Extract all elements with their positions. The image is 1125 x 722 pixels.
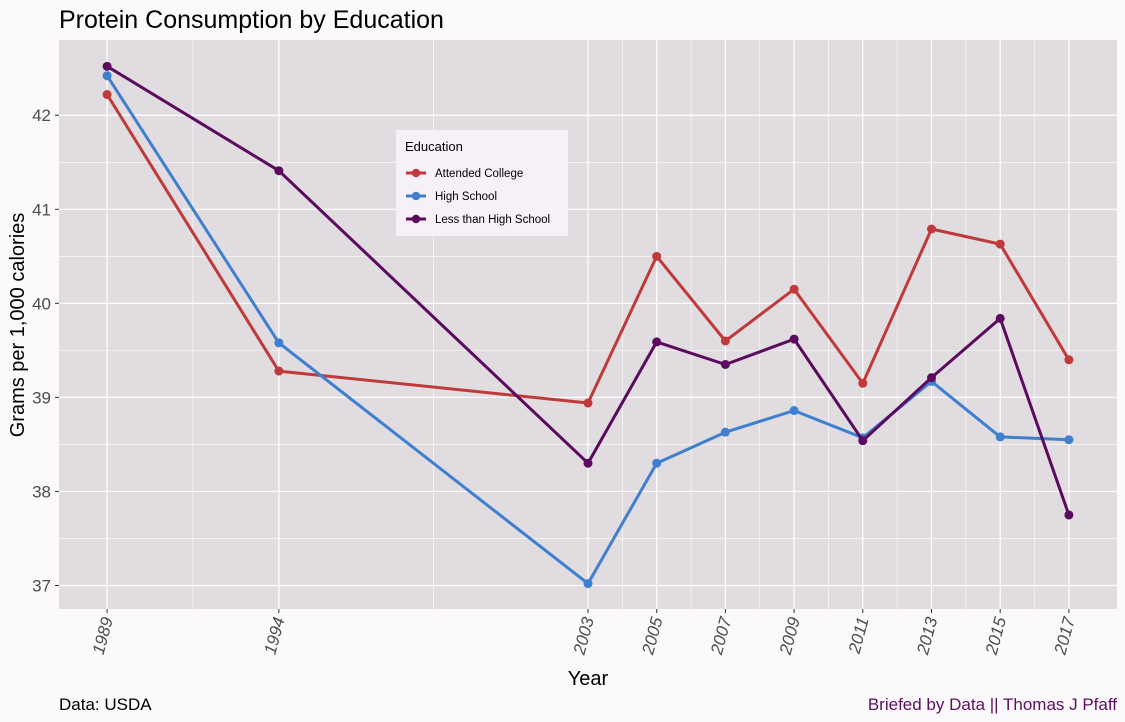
data-point-attended-college (858, 378, 868, 388)
data-point-less-than-high-school (274, 166, 284, 176)
data-point-less-than-high-school (1064, 510, 1074, 520)
x-tick-label: 1989 (89, 615, 117, 657)
y-tick-label: 42 (32, 106, 51, 125)
series-layer (102, 61, 1074, 589)
data-point-less-than-high-school (858, 436, 868, 446)
legend-key-point-attended-college (411, 168, 421, 178)
series-line-attended-college (105, 93, 1071, 405)
y-tick-label: 40 (32, 294, 51, 313)
data-point-less-than-high-school (720, 359, 730, 369)
x-tick-label: 2015 (982, 615, 1011, 658)
data-point-high-school (102, 71, 112, 81)
y-tick-label: 37 (32, 576, 51, 595)
data-point-less-than-high-school (583, 458, 593, 468)
data-point-attended-college (102, 90, 112, 100)
x-axis-title: Year (568, 668, 609, 690)
legend-label-attended-college: Attended College (435, 168, 523, 180)
y-tick-label: 38 (32, 482, 51, 501)
y-tick-label: 39 (32, 388, 51, 407)
data-point-attended-college (995, 239, 1005, 249)
data-point-less-than-high-school (927, 373, 937, 383)
y-axis-title: Grams per 1,000 calories (7, 213, 29, 438)
caption-source: Data: USDA (59, 695, 152, 714)
x-tick-label: 2005 (638, 615, 667, 658)
legend-key-point-high-school (411, 191, 421, 201)
data-point-high-school (1064, 435, 1074, 445)
data-point-high-school (583, 579, 593, 589)
data-point-attended-college (927, 224, 937, 234)
x-tick-label: 2009 (776, 615, 805, 658)
x-tick-label: 2017 (1050, 615, 1079, 658)
data-point-attended-college (720, 336, 730, 346)
data-point-high-school (789, 406, 799, 416)
data-point-attended-college (1064, 355, 1074, 365)
data-point-less-than-high-school (789, 334, 799, 344)
data-point-attended-college (652, 251, 662, 261)
chart-title: Protein Consumption by Education (59, 6, 444, 34)
data-point-less-than-high-school (652, 337, 662, 347)
y-tick-label: 41 (32, 200, 51, 219)
x-tick-label: 2007 (707, 615, 736, 658)
data-point-high-school (652, 458, 662, 468)
data-point-high-school (274, 338, 284, 348)
x-tick-label: 2013 (913, 615, 942, 658)
x-tick-label: 2003 (569, 615, 598, 658)
legend-title: Education (405, 139, 463, 154)
legend-label-high-school: High School (435, 191, 497, 203)
data-point-high-school (720, 427, 730, 437)
x-tick-label: 2011 (845, 615, 873, 656)
legend: Education Attended College High School Les… (396, 130, 568, 236)
data-point-less-than-high-school (995, 313, 1005, 323)
series-line-high-school (105, 74, 1069, 586)
data-point-attended-college (583, 398, 593, 408)
x-tick-label: 1994 (261, 615, 289, 656)
caption-credit: Briefed by Data || Thomas J Pfaff (868, 695, 1117, 714)
legend-key-point-less-than-high-school (411, 214, 421, 224)
data-point-attended-college (789, 284, 799, 294)
legend-label-less-than-high-school: Less than High School (435, 214, 550, 226)
data-point-high-school (995, 432, 1005, 442)
data-point-attended-college (274, 366, 284, 376)
data-point-less-than-high-school (102, 61, 112, 71)
series-line-less-than-high-school (106, 65, 1071, 516)
